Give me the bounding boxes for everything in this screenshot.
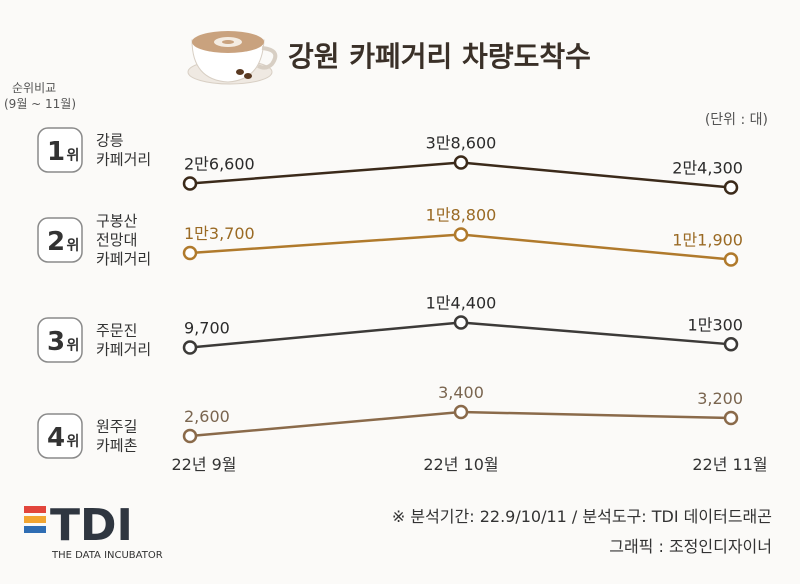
footer-period: ※ 분석기간: 22.9/10/11 / 분석도구: TDI 데이터드래곤: [392, 507, 772, 526]
rank-badge: [37, 413, 83, 459]
data-point: [723, 410, 739, 426]
data-label: 1만8,800: [426, 206, 497, 225]
data-label: 9,700: [184, 319, 230, 338]
x-tick-label: 22년 11월: [692, 455, 767, 474]
tdi-logo: TDI THE DATA INCUBATOR: [24, 500, 163, 561]
logo-bar-red: [24, 506, 46, 513]
data-point: [723, 252, 739, 267]
data-label: 1만300: [688, 315, 743, 334]
series-name: 강릉: [96, 132, 124, 150]
rank-note-line2: (9월 ~ 11월): [4, 97, 76, 111]
rank-number: 2: [47, 227, 65, 257]
series-name: 카페촌: [96, 437, 137, 455]
series-name: 카페거리: [96, 341, 151, 359]
logo-text: TDI: [50, 500, 133, 551]
rank-badge: [37, 217, 83, 263]
data-point: [453, 155, 469, 170]
data-label: 1만1,900: [672, 231, 743, 250]
data-label: 1만3,700: [184, 224, 255, 243]
rank-number: 3: [47, 327, 65, 357]
x-axis: 22년 9월 22년 10월 22년 11월: [171, 455, 767, 474]
rank-note-line1: 순위비교: [12, 81, 56, 95]
series-name: 구봉산: [96, 212, 138, 230]
data-point: [182, 428, 198, 444]
series-name: 주문진: [96, 322, 137, 340]
data-point: [723, 180, 739, 195]
data-point: [182, 245, 198, 261]
logo-subtitle: THE DATA INCUBATOR: [51, 550, 163, 561]
rank-badge: [37, 317, 83, 363]
coffee-cup-icon: [187, 31, 278, 85]
unit-label: (단위 : 대): [705, 112, 768, 128]
data-point: [182, 340, 198, 355]
chart-title: 강원 카페거리 차량도착수: [288, 40, 591, 73]
rank-suffix: 위: [67, 434, 80, 450]
x-tick-label: 22년 9월: [171, 455, 236, 474]
rank-suffix: 위: [67, 148, 80, 164]
data-label: 2,600: [184, 407, 230, 426]
rank-number: 4: [47, 423, 65, 453]
footer-graphic: 그래픽 : 조정인디자이너: [609, 537, 772, 556]
data-point: [453, 227, 469, 242]
rank-suffix: 위: [67, 338, 80, 354]
rank-badge: [37, 127, 83, 173]
data-label: 3,400: [438, 383, 484, 402]
series-name: 카페거리: [96, 250, 151, 268]
data-point: [723, 337, 739, 352]
data-label: 2만4,300: [672, 159, 743, 178]
data-label: 1만4,400: [426, 294, 497, 313]
x-tick-label: 22년 10월: [423, 455, 498, 474]
data-label: 3,200: [697, 389, 743, 408]
series-name: 원주길: [96, 418, 137, 436]
data-point: [453, 315, 469, 330]
data-point: [182, 176, 198, 191]
data-label: 3만8,600: [426, 134, 497, 153]
logo-bar-orange: [24, 516, 46, 523]
rank-suffix: 위: [67, 238, 80, 254]
data-label: 2만6,600: [184, 154, 255, 173]
series-name: 카페거리: [96, 151, 151, 169]
data-point: [453, 404, 469, 420]
rank-number: 1: [47, 137, 65, 167]
series-name: 전망대: [96, 231, 137, 249]
logo-bar-blue: [24, 526, 46, 533]
